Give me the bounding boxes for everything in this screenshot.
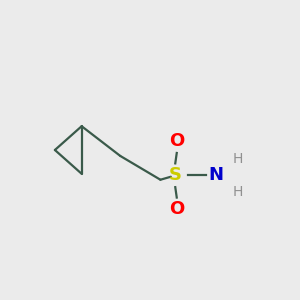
Text: S: S (169, 166, 182, 184)
Text: N: N (208, 166, 223, 184)
Text: O: O (169, 200, 184, 218)
Text: H: H (232, 152, 243, 166)
Text: H: H (232, 184, 243, 199)
Text: O: O (169, 132, 184, 150)
